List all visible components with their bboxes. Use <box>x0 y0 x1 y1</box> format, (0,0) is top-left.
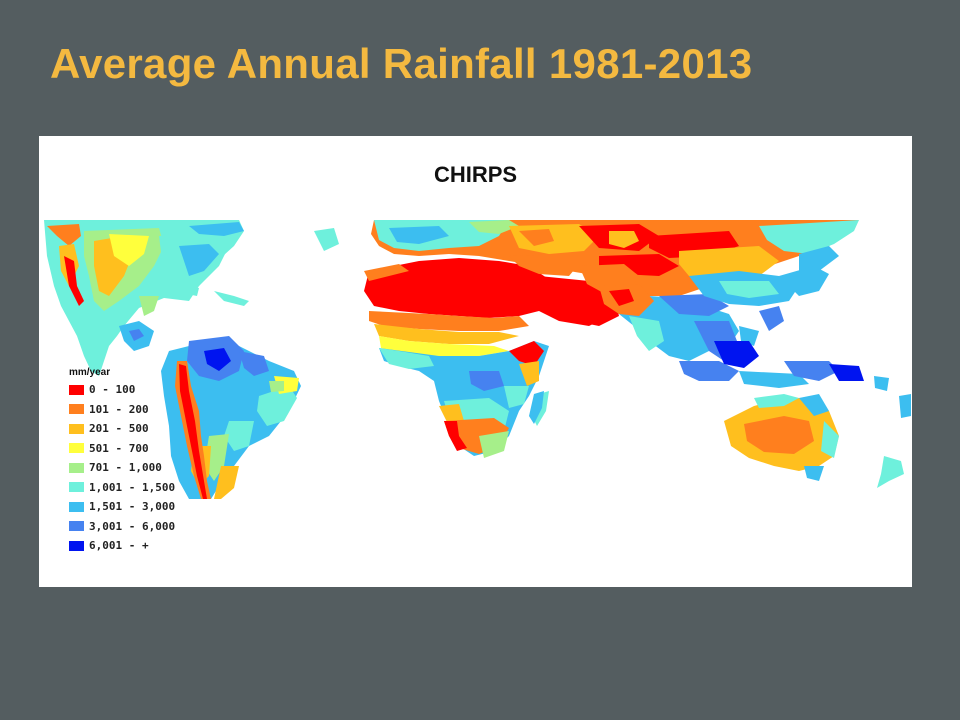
legend-item: 501 - 700 <box>69 439 199 459</box>
legend-item: 3,001 - 6,000 <box>69 517 199 537</box>
slide-title: Average Annual Rainfall 1981-2013 <box>50 40 753 87</box>
legend-item: 701 - 1,000 <box>69 458 199 478</box>
legend-item: 101 - 200 <box>69 400 199 420</box>
legend-item: 201 - 500 <box>69 419 199 439</box>
legend-swatch <box>69 482 84 493</box>
legend-item: 0 - 100 <box>69 380 199 400</box>
legend-label: 501 - 700 <box>89 441 149 455</box>
eurasia-region <box>371 220 859 296</box>
legend-label: 3,001 - 6,000 <box>89 519 176 533</box>
legend-label: 1,501 - 3,000 <box>89 500 176 514</box>
legend-label: 701 - 1,000 <box>89 461 162 475</box>
world-rainfall-map <box>44 220 911 499</box>
legend-label: 1,001 - 1,500 <box>89 480 176 494</box>
africa-region <box>379 341 549 458</box>
rainfall-map-panel: CHIRPS <box>39 136 912 587</box>
legend-swatch <box>69 404 84 415</box>
greenland-edge-region <box>314 228 339 251</box>
legend-title: mm/year <box>69 367 111 378</box>
legend-swatch <box>69 501 84 512</box>
legend-swatch <box>69 443 84 454</box>
map-title: CHIRPS <box>433 162 518 187</box>
legend-swatch <box>69 540 84 551</box>
sahara-middle-east-region <box>364 254 639 356</box>
maritime-asia-region <box>679 306 889 391</box>
pacific-islands-region <box>899 394 911 418</box>
legend-label: 0 - 100 <box>89 383 136 397</box>
legend-swatch <box>69 462 84 473</box>
legend-item: 1,001 - 1,500 <box>69 478 199 498</box>
madagascar-region <box>529 391 544 424</box>
south-america-region <box>161 336 301 499</box>
legend-item: 1,501 - 3,000 <box>69 497 199 517</box>
map-legend: mm/year 0 - 100 101 - 200 201 - 500 501 - 7… <box>69 366 199 556</box>
legend-swatch <box>69 521 84 532</box>
legend-items: 0 - 100 101 - 200 201 - 500 501 - 700 701 - … <box>69 380 199 556</box>
legend-swatch <box>69 384 84 395</box>
legend-swatch <box>69 423 84 434</box>
legend-label: 6,001 - + <box>89 539 149 553</box>
legend-item: 6,001 - + <box>69 536 199 556</box>
legend-label: 201 - 500 <box>89 422 149 436</box>
north-america-region <box>44 220 249 376</box>
legend-label: 101 - 200 <box>89 402 149 416</box>
australia-region <box>724 394 904 488</box>
